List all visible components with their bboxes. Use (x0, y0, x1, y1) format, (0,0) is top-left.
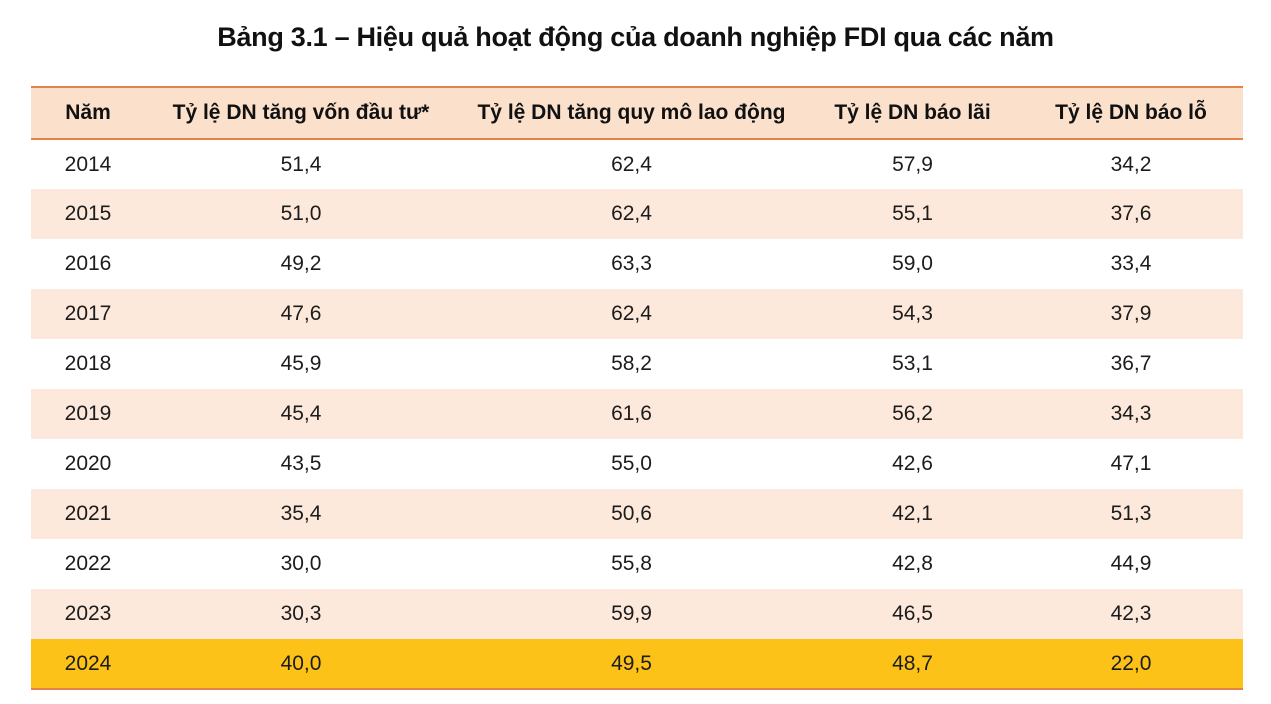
table-row: 2023 30,3 59,9 46,5 42,3 (31, 589, 1243, 639)
table-title: Bảng 3.1 – Hiệu quả hoạt động của doanh … (217, 22, 1054, 52)
cell-year: 2017 (64, 302, 112, 325)
cell-investment: 43,5 (280, 452, 322, 475)
cell-loss: 36,7 (1110, 352, 1152, 375)
table-row: 2014 51,4 62,4 57,9 34,2 (31, 139, 1243, 189)
cell-labor: 61,6 (611, 402, 652, 425)
cell-loss: 42,3 (1110, 602, 1152, 625)
cell-year: 2015 (64, 202, 112, 225)
cell-investment: 30,3 (280, 602, 322, 625)
cell-labor: 62,4 (611, 202, 652, 225)
cell-labor: 49,5 (457, 639, 806, 690)
cell-investment: 45,9 (280, 352, 322, 375)
cell-profit: 56,2 (892, 402, 933, 425)
table-row-highlighted: 2024 40,0 49,5 48,7 22,0 (31, 639, 1243, 690)
cell-year: 2022 (64, 552, 112, 575)
table-header-row: Năm Tỷ lệ DN tăng vốn đầu tư* Tỷ lệ DN t… (31, 86, 1243, 140)
table-row: 2018 45,9 58,2 53,1 36,7 (31, 339, 1243, 389)
fdi-performance-table: Năm Tỷ lệ DN tăng vốn đầu tư* Tỷ lệ DN t… (31, 86, 1243, 690)
cell-investment: 47,6 (280, 302, 322, 325)
cell-year: 2014 (64, 152, 112, 176)
cell-year: 2020 (64, 452, 112, 475)
cell-labor: 58,2 (611, 352, 652, 375)
cell-loss: 37,6 (1110, 202, 1152, 225)
table-row: 2017 47,6 62,4 54,3 37,9 (31, 289, 1243, 339)
cell-loss: 34,2 (1110, 152, 1152, 176)
table-row: 2015 51,0 62,4 55,1 37,6 (31, 189, 1243, 239)
cell-investment: 49,2 (280, 252, 322, 275)
cell-loss: 22,0 (1019, 639, 1243, 690)
table-row: 2022 30,0 55,8 42,8 44,9 (31, 539, 1243, 589)
cell-profit: 59,0 (892, 252, 933, 275)
cell-loss: 34,3 (1110, 402, 1152, 425)
table-row: 2019 45,4 61,6 56,2 34,3 (31, 389, 1243, 439)
cell-investment: 30,0 (280, 552, 322, 575)
cell-labor: 50,6 (611, 502, 652, 525)
cell-year: 2021 (64, 502, 112, 525)
cell-profit: 42,1 (892, 502, 933, 525)
cell-profit: 57,9 (892, 152, 933, 176)
cell-year: 2016 (64, 252, 112, 275)
cell-loss: 47,1 (1110, 452, 1152, 475)
cell-labor: 62,4 (611, 302, 652, 325)
cell-profit: 46,5 (892, 602, 933, 625)
cell-investment: 35,4 (280, 502, 322, 525)
cell-investment: 51,0 (280, 202, 322, 225)
cell-year: 2019 (64, 402, 112, 425)
header-investment-increase: Tỷ lệ DN tăng vốn đầu tư* (145, 86, 457, 140)
header-year: Năm (31, 86, 145, 140)
cell-profit: 48,7 (806, 639, 1019, 690)
cell-year: 2023 (64, 602, 112, 625)
cell-labor: 55,0 (611, 452, 652, 475)
table-row: 2020 43,5 55,0 42,6 47,1 (31, 439, 1243, 489)
header-labor-increase: Tỷ lệ DN tăng quy mô lao động (457, 86, 806, 140)
cell-profit: 54,3 (892, 302, 933, 325)
cell-profit: 55,1 (892, 202, 933, 225)
cell-labor: 55,8 (611, 552, 652, 575)
cell-loss: 33,4 (1110, 252, 1152, 275)
cell-investment: 40,0 (145, 639, 457, 690)
cell-loss: 44,9 (1110, 552, 1152, 575)
header-profit: Tỷ lệ DN báo lãi (806, 86, 1019, 140)
cell-investment: 51,4 (280, 152, 322, 176)
cell-profit: 53,1 (892, 352, 933, 375)
cell-profit: 42,8 (892, 552, 933, 575)
cell-profit: 42,6 (892, 452, 933, 475)
header-loss: Tỷ lệ DN báo lỗ (1019, 86, 1243, 140)
cell-year: 2024 (31, 639, 145, 690)
table-row: 2016 49,2 63,3 59,0 33,4 (31, 239, 1243, 289)
cell-loss: 51,3 (1110, 502, 1152, 525)
cell-year: 2018 (64, 352, 112, 375)
cell-loss: 37,9 (1110, 302, 1152, 325)
table-row: 2021 35,4 50,6 42,1 51,3 (31, 489, 1243, 539)
cell-labor: 62,4 (611, 152, 652, 176)
cell-investment: 45,4 (280, 402, 322, 425)
cell-labor: 59,9 (611, 602, 652, 625)
table-body: 2014 51,4 62,4 57,9 34,2 2015 51,0 62,4 … (31, 139, 1243, 690)
cell-labor: 63,3 (611, 252, 652, 275)
